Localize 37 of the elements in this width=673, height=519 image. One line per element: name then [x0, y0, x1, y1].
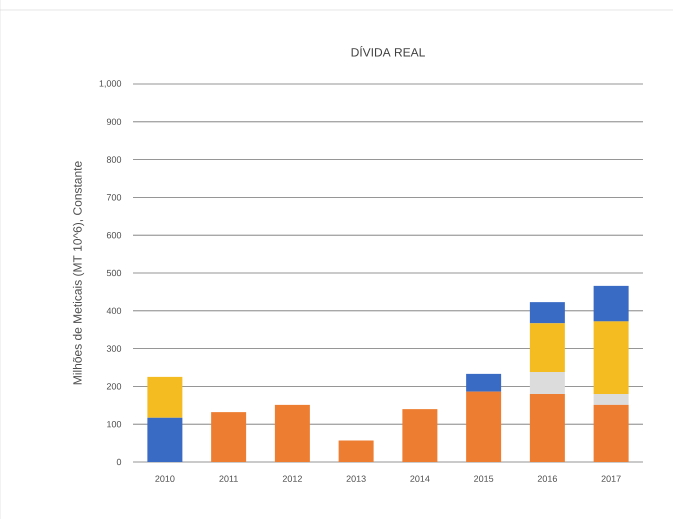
y-tick-label: 0 [116, 458, 122, 466]
bar [594, 404, 629, 462]
x-tick-label: 2010 [155, 476, 175, 482]
y-tick-label: 600 [106, 232, 122, 238]
y-tick-label: 200 [106, 383, 122, 390]
x-tick-label: 2017 [602, 476, 621, 482]
bar [594, 321, 629, 394]
y-tick-label: 1,000 [100, 80, 122, 88]
chart-title: DÍVIDA REAL [352, 46, 425, 56]
bar [338, 440, 374, 462]
y-tick-label: 400 [106, 308, 122, 314]
bar [211, 412, 246, 462]
y-tick-label: 500 [106, 270, 122, 276]
y-axis-title: Milhões de Meticais (MT 10^6), Constante [72, 161, 84, 384]
x-tick-label: 2013 [346, 476, 366, 482]
x-tick-label: 2011 [219, 476, 238, 482]
bar [530, 372, 565, 394]
bar [466, 374, 502, 392]
bar [530, 394, 565, 462]
x-tick-label: 2015 [474, 476, 494, 482]
bar [594, 394, 629, 405]
y-tick-label: 700 [106, 194, 122, 201]
y-tick-label: 300 [106, 345, 122, 352]
bar [594, 286, 629, 322]
bar [147, 376, 182, 418]
x-tick-label: 2014 [410, 476, 430, 482]
x-tick-label: 2016 [538, 476, 557, 482]
x-tick-label: 2012 [282, 476, 302, 482]
bar [530, 302, 565, 324]
bar [466, 392, 502, 462]
y-tick-label: 100 [107, 420, 122, 428]
bar [274, 404, 310, 462]
y-tick-label: 800 [106, 156, 122, 163]
bar [530, 323, 565, 372]
bar [147, 418, 182, 462]
y-tick-label: 900 [106, 118, 122, 125]
bar [402, 409, 438, 462]
